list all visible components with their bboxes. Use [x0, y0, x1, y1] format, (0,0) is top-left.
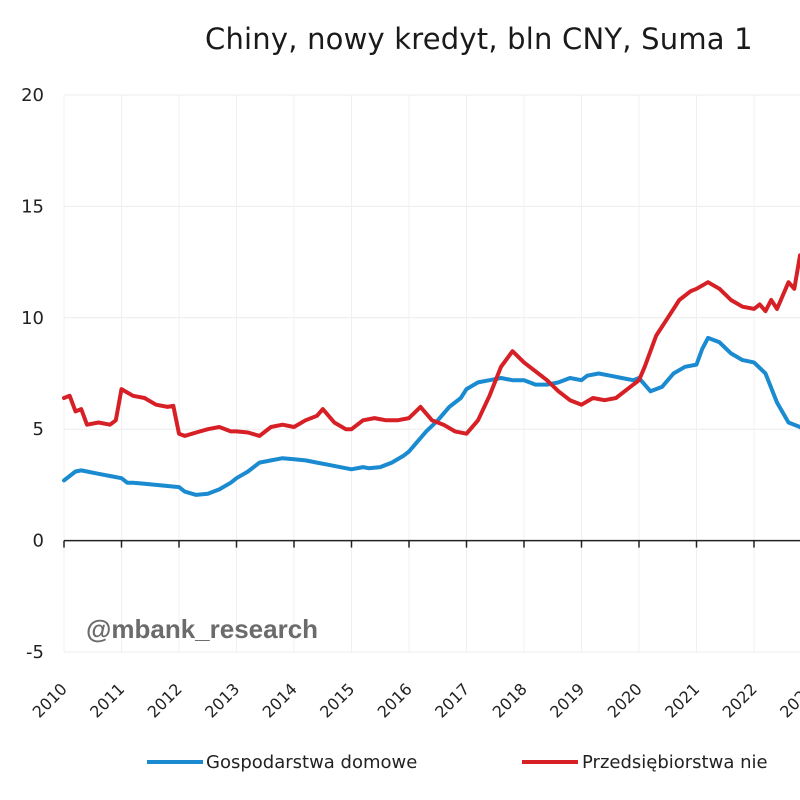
y-tick-label: -5	[26, 642, 44, 663]
x-tick-label: 2021	[661, 679, 703, 721]
x-tick-label: 2020	[604, 679, 646, 721]
y-tick-label: 15	[21, 196, 44, 217]
x-tick-label: 2023	[776, 679, 800, 721]
y-axis: -5 0 5 10 15 20	[21, 85, 44, 663]
y-tick-label: 0	[33, 531, 44, 552]
series-line-households	[62, 335, 800, 497]
grid	[63, 94, 800, 653]
y-tick-label: 20	[21, 85, 44, 106]
legend-label: Gospodarstwa domowe	[206, 752, 417, 773]
x-tick-label: 2022	[719, 679, 761, 721]
chart-title: Chiny, nowy kredyt, bln CNY, Suma 1	[205, 22, 753, 56]
x-tick-label: 2010	[29, 679, 71, 721]
legend: Gospodarstwa domowe Przedsiębiorstwa nie	[147, 752, 768, 773]
x-tick-label: 2013	[201, 679, 243, 721]
y-tick-label: 5	[33, 419, 44, 440]
x-tick-label: 2011	[86, 679, 128, 721]
x-tick-label: 2015	[316, 679, 358, 721]
y-tick-label: 10	[21, 308, 44, 329]
x-tick-label: 2019	[546, 679, 588, 721]
x-tick-label: 2018	[489, 679, 531, 721]
x-tick-label: 2012	[144, 679, 186, 721]
x-tick-label: 2016	[374, 679, 416, 721]
legend-label: Przedsiębiorstwa nie	[582, 752, 768, 773]
x-tick-label: 2017	[431, 679, 473, 721]
x-tick-label: 2014	[259, 679, 301, 721]
series-line-enterprises	[62, 253, 800, 438]
series-group	[62, 253, 800, 497]
watermark: @mbank_research	[86, 614, 318, 644]
